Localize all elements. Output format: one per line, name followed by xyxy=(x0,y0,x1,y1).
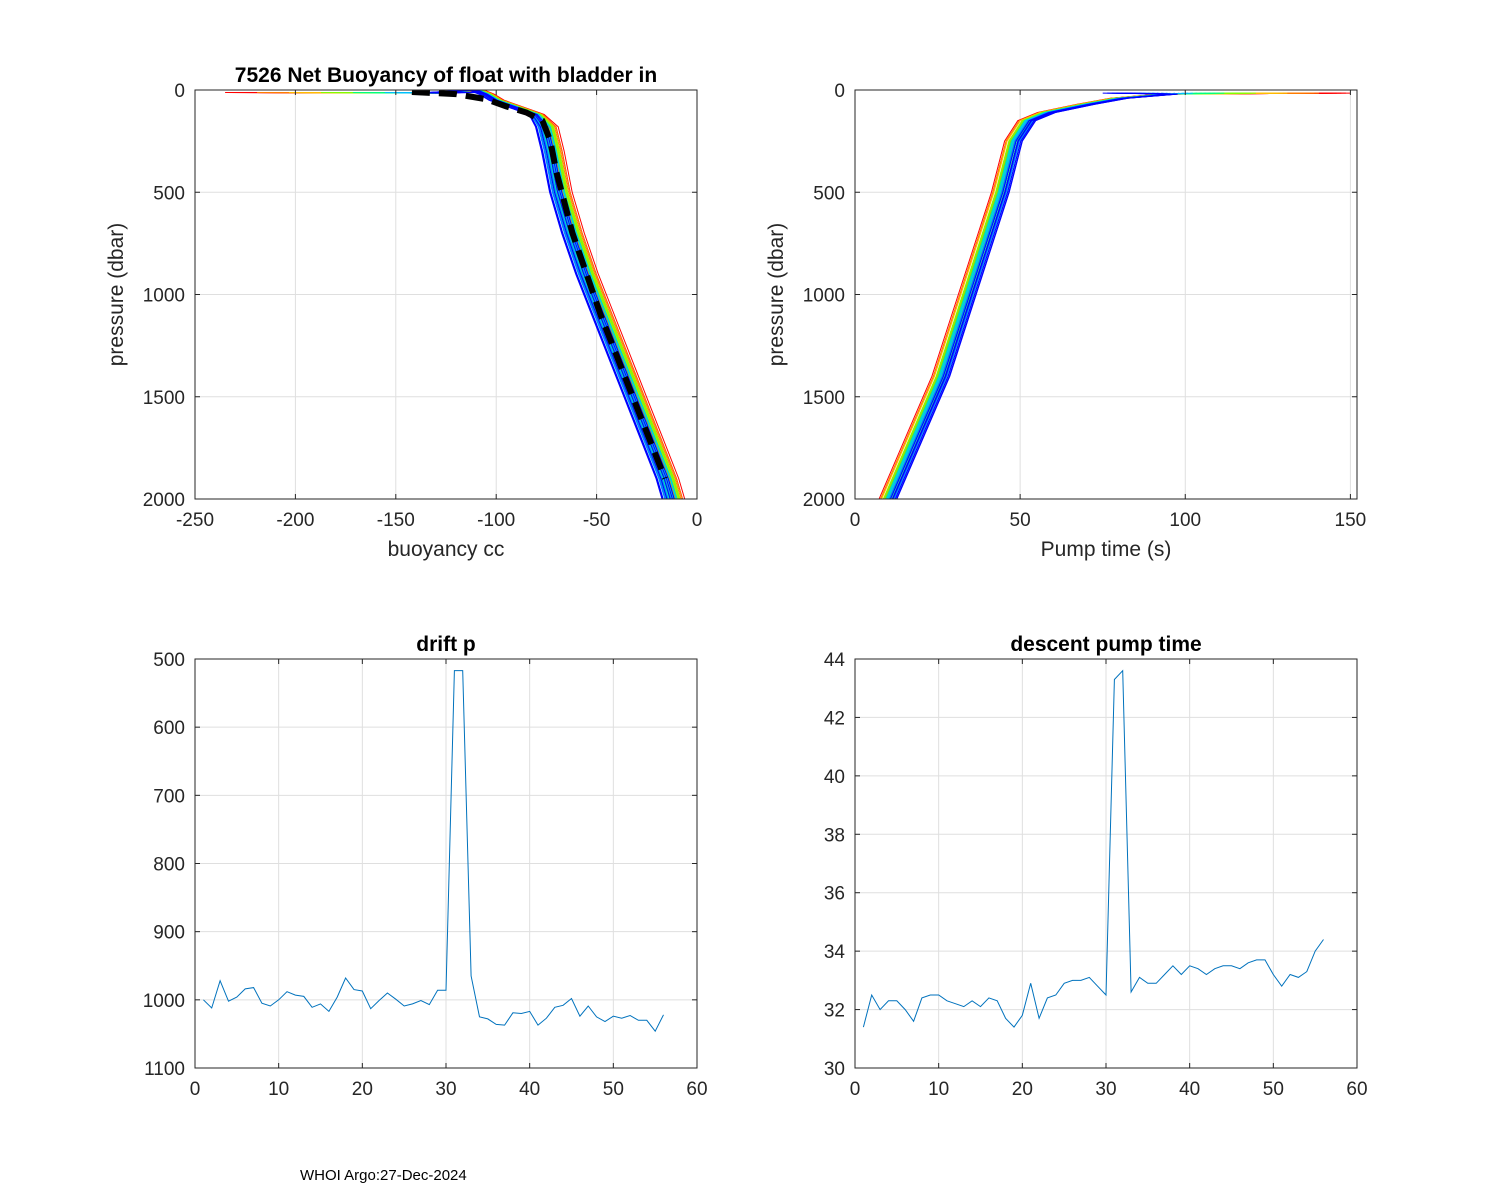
y-tick-label: 44 xyxy=(824,650,846,671)
y-tick-label: 2000 xyxy=(143,490,185,511)
profile-line xyxy=(419,90,664,499)
x-tick-label: -200 xyxy=(276,510,314,531)
x-tick-label: 50 xyxy=(1010,510,1031,531)
x-axis-label: Pump time (s) xyxy=(1041,538,1172,561)
y-tick-label: 1100 xyxy=(144,1059,185,1080)
y-tick-label: 40 xyxy=(824,767,845,788)
series-line xyxy=(203,670,664,1033)
y-tick-label: 34 xyxy=(824,942,846,963)
y-tick-label: 30 xyxy=(824,1059,845,1080)
profile-line xyxy=(398,90,677,499)
y-tick-label: 36 xyxy=(824,884,845,905)
y-axis-label: pressure (dbar) xyxy=(765,223,788,367)
chart-panel-3: 0 10 20 30 40 50 60 500 600 700 800 900 1000 1100 drif… xyxy=(143,633,708,1100)
mean-profile-line xyxy=(411,90,668,480)
x-tick-label: -250 xyxy=(176,510,214,531)
y-tick-label: 1000 xyxy=(803,286,845,307)
y-tick-label: 0 xyxy=(834,81,845,102)
data-layer xyxy=(225,90,686,499)
data-layer xyxy=(862,669,1324,1028)
x-tick-label: 150 xyxy=(1335,510,1367,531)
y-tick-label: 1000 xyxy=(143,991,185,1012)
data-layer xyxy=(878,92,1351,499)
y-tick-label: 700 xyxy=(153,786,185,807)
x-tick-label: 20 xyxy=(1012,1079,1033,1100)
x-tick-label: 40 xyxy=(1179,1079,1200,1100)
x-tick-label: 30 xyxy=(435,1079,456,1100)
y-tick-label: 1500 xyxy=(143,388,185,409)
x-tick-label: 0 xyxy=(850,510,861,531)
chart-title: drift p xyxy=(416,633,475,656)
y-tick-label: 1000 xyxy=(143,286,185,307)
y-tick-label: 2000 xyxy=(803,490,845,511)
chart-panel-1: -250 -200 -150 -100 -50 0 0 500 1000 1500 2000 buoy… xyxy=(105,64,702,561)
x-tick-label: 0 xyxy=(190,1079,201,1100)
x-tick-label: -150 xyxy=(377,510,415,531)
y-tick-label: 38 xyxy=(824,825,845,846)
x-tick-label: 10 xyxy=(268,1079,289,1100)
y-tick-label: 500 xyxy=(153,650,185,671)
x-tick-label: 50 xyxy=(1263,1079,1284,1100)
y-tick-label: 500 xyxy=(153,183,185,204)
x-tick-label: 0 xyxy=(850,1079,861,1100)
x-tick-label: 60 xyxy=(1346,1079,1367,1100)
chart-title: descent pump time xyxy=(1010,633,1201,656)
y-tick-label: 900 xyxy=(153,923,185,944)
y-tick-label: 0 xyxy=(174,81,185,102)
x-tick-label: 30 xyxy=(1095,1079,1116,1100)
chart-panel-4: 0 10 20 30 40 50 60 30 32 34 36 38 40 42 44 descent pum… xyxy=(824,633,1368,1100)
y-axis-label: pressure (dbar) xyxy=(105,223,128,367)
x-tick-label: 0 xyxy=(692,510,703,531)
x-tick-label: 40 xyxy=(519,1079,540,1100)
y-tick-label: 32 xyxy=(824,1001,845,1022)
y-tick-label: 600 xyxy=(153,718,185,739)
x-tick-label: 20 xyxy=(352,1079,373,1100)
x-tick-label: -50 xyxy=(583,510,610,531)
chart-title: 7526 Net Buoyancy of float with bladder … xyxy=(235,64,657,87)
profile-line xyxy=(425,90,668,499)
y-tick-label: 1500 xyxy=(803,388,845,409)
footer-stamp: WHOI Argo:27-Dec-2024 xyxy=(300,1167,467,1184)
y-tick-label: 500 xyxy=(813,183,845,204)
x-axis-label: buoyancy cc xyxy=(388,538,505,561)
y-tick-label: 42 xyxy=(824,708,845,729)
series-line xyxy=(862,669,1324,1028)
x-tick-label: 10 xyxy=(928,1079,949,1100)
x-tick-label: 50 xyxy=(603,1079,624,1100)
data-layer xyxy=(203,670,664,1033)
x-tick-label: 60 xyxy=(686,1079,707,1100)
x-tick-label: -100 xyxy=(477,510,515,531)
y-tick-label: 800 xyxy=(153,855,185,876)
x-tick-label: 100 xyxy=(1169,510,1201,531)
profile-line xyxy=(891,92,1174,499)
